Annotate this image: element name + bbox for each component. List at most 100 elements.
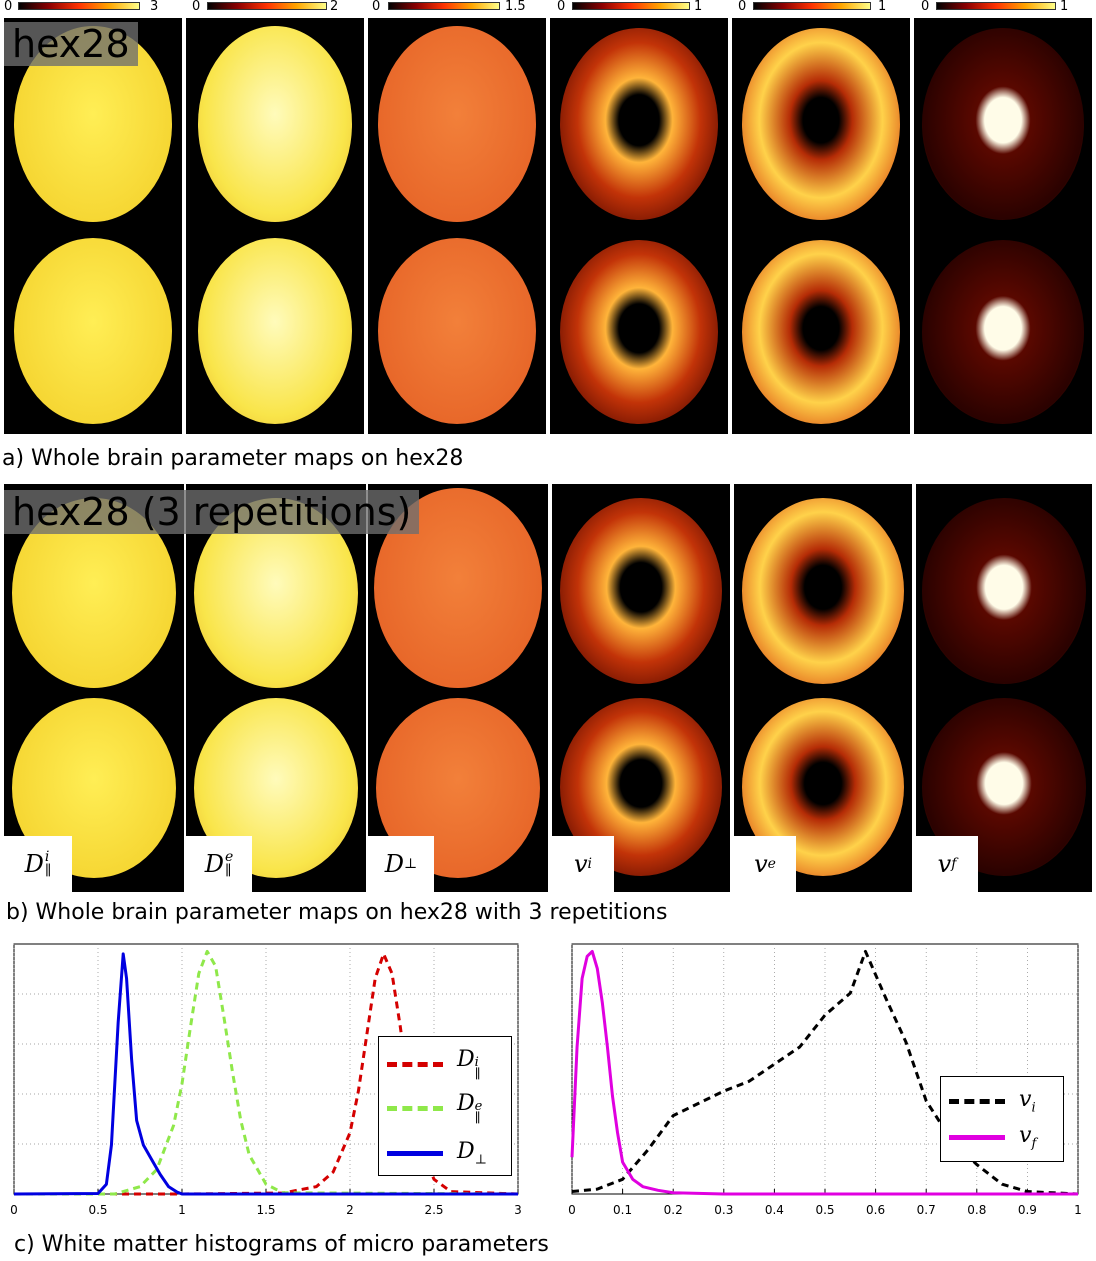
colorbar-4-min: 0 bbox=[557, 0, 566, 14]
colorbar-1-min: 0 bbox=[4, 0, 13, 14]
colorbar-6-min: 0 bbox=[921, 0, 930, 14]
section-b-title: hex28 (3 repetitions) bbox=[4, 490, 420, 534]
legend-label-sub: i bbox=[1031, 1100, 1036, 1116]
legend-label: vf bbox=[1019, 1123, 1036, 1151]
map-a-v-f bbox=[914, 18, 1092, 434]
brain-slice bbox=[922, 28, 1084, 220]
colorbar-6 bbox=[936, 2, 1056, 10]
brain-slice bbox=[198, 26, 352, 222]
symbol-sub: e bbox=[767, 856, 776, 872]
symbol-base: v bbox=[573, 850, 588, 878]
symbol-sub: ⊥ bbox=[404, 856, 418, 872]
colorbar-5 bbox=[753, 2, 871, 10]
x-tick-label: 0.7 bbox=[917, 1203, 936, 1217]
x-tick-label: 1.5 bbox=[256, 1203, 275, 1217]
brain-slice bbox=[378, 26, 536, 222]
x-tick-label: 1 bbox=[1074, 1203, 1082, 1217]
x-tick-label: 3 bbox=[514, 1203, 522, 1217]
x-tick-label: 0 bbox=[10, 1203, 18, 1217]
legend-swatch bbox=[949, 1134, 1005, 1140]
brain-slice bbox=[560, 240, 718, 424]
brain-slice bbox=[14, 238, 172, 424]
map-b-v-f bbox=[916, 484, 1092, 892]
series-line-0 bbox=[571, 949, 1079, 1196]
x-tick-label: 0.1 bbox=[613, 1203, 632, 1217]
legend-label-base: D bbox=[457, 1091, 475, 1116]
colorbar-5-max: 1 bbox=[878, 0, 887, 14]
map-b-v-i bbox=[552, 484, 730, 892]
legend-swatch bbox=[949, 1098, 1005, 1104]
map-a-d-perp bbox=[368, 18, 546, 434]
series-line-1 bbox=[570, 949, 1078, 1196]
legend-label-base: v bbox=[1019, 1123, 1032, 1148]
symbol-sub: ∥ bbox=[44, 863, 52, 879]
x-tick-label: 2.5 bbox=[424, 1203, 443, 1217]
map-b-d-par-i bbox=[4, 484, 184, 892]
legend-item-v-f: vf bbox=[949, 1123, 1036, 1151]
brain-slice bbox=[378, 238, 536, 424]
x-tick-label: 2 bbox=[346, 1203, 354, 1217]
map-a-d-par-i bbox=[4, 18, 182, 434]
colorbar-1-max: 3 bbox=[150, 0, 159, 14]
x-tick-label: 0.8 bbox=[967, 1203, 986, 1217]
section-c-caption: c) White matter histograms of micro para… bbox=[14, 1232, 549, 1257]
symbol-sup: e bbox=[224, 849, 234, 865]
legend-label-sub: ∥ bbox=[474, 1067, 481, 1082]
brain-slice bbox=[742, 498, 904, 684]
colorbar-1 bbox=[18, 2, 140, 10]
series-line-2 bbox=[13, 952, 518, 1196]
legend-label-base: D bbox=[457, 1139, 475, 1164]
symbol-base: v bbox=[754, 850, 768, 878]
symbol-sup: i bbox=[44, 849, 50, 865]
legend-label: D⊥ bbox=[457, 1139, 487, 1167]
legend-label-base: D bbox=[457, 1047, 475, 1072]
x-tick-label: 0.2 bbox=[664, 1203, 683, 1217]
colorbar-3-max: 1.5 bbox=[505, 0, 526, 14]
legend-label-base: v bbox=[1019, 1087, 1032, 1112]
legend-label-sup: e bbox=[474, 1099, 483, 1114]
legend-label-sub: ⊥ bbox=[474, 1152, 487, 1168]
legend-swatch bbox=[387, 1105, 443, 1111]
symbol-base: v bbox=[937, 850, 952, 878]
series-line-1 bbox=[14, 949, 519, 1196]
colorbar-6-max: 1 bbox=[1060, 0, 1069, 14]
map-b-d-par-e bbox=[186, 484, 366, 892]
series-line-0 bbox=[14, 952, 519, 1196]
map-a-v-i bbox=[550, 18, 728, 434]
brain-slice bbox=[922, 240, 1084, 424]
brain-slice bbox=[742, 28, 900, 220]
x-tick-label: 0.5 bbox=[88, 1203, 107, 1217]
colorbar-2-max: 2 bbox=[330, 0, 339, 14]
brain-slice bbox=[560, 28, 718, 220]
x-tick-label: 0.5 bbox=[815, 1203, 834, 1217]
symbol-sub: i bbox=[587, 856, 593, 872]
symbol-sub: f bbox=[951, 856, 957, 872]
colorbar-5-min: 0 bbox=[738, 0, 747, 14]
symbol-base: D bbox=[384, 850, 405, 878]
x-tick-label: 0.9 bbox=[1018, 1203, 1037, 1217]
x-tick-label: 0 bbox=[568, 1203, 576, 1217]
section-a-title: hex28 bbox=[4, 22, 138, 66]
brain-slice bbox=[742, 240, 900, 424]
histogram-volume-fractions: 0 0.1 0.2 0.3 0.4 0.5 0.6 0.7 0.8 0.9 1 bbox=[568, 943, 1082, 1217]
legend-label-sub: ∥ bbox=[474, 1111, 481, 1126]
legend-item-d-perp: D⊥ bbox=[387, 1139, 487, 1167]
legend-label: vi bbox=[1019, 1087, 1036, 1115]
map-b-v-e bbox=[734, 484, 912, 892]
brain-slice bbox=[922, 498, 1086, 684]
symbol-base: D bbox=[204, 850, 224, 878]
x-tick-label: 0.6 bbox=[866, 1203, 885, 1217]
colorbar-4 bbox=[572, 2, 690, 10]
map-a-d-par-e bbox=[186, 18, 364, 434]
section-a-caption: a) Whole brain parameter maps on hex28 bbox=[2, 446, 464, 471]
brain-slice bbox=[560, 498, 722, 684]
legend-label-sup: i bbox=[474, 1055, 479, 1070]
legend-item-v-i: vi bbox=[949, 1087, 1036, 1115]
section-b-caption: b) Whole brain parameter maps on hex28 w… bbox=[6, 900, 668, 925]
